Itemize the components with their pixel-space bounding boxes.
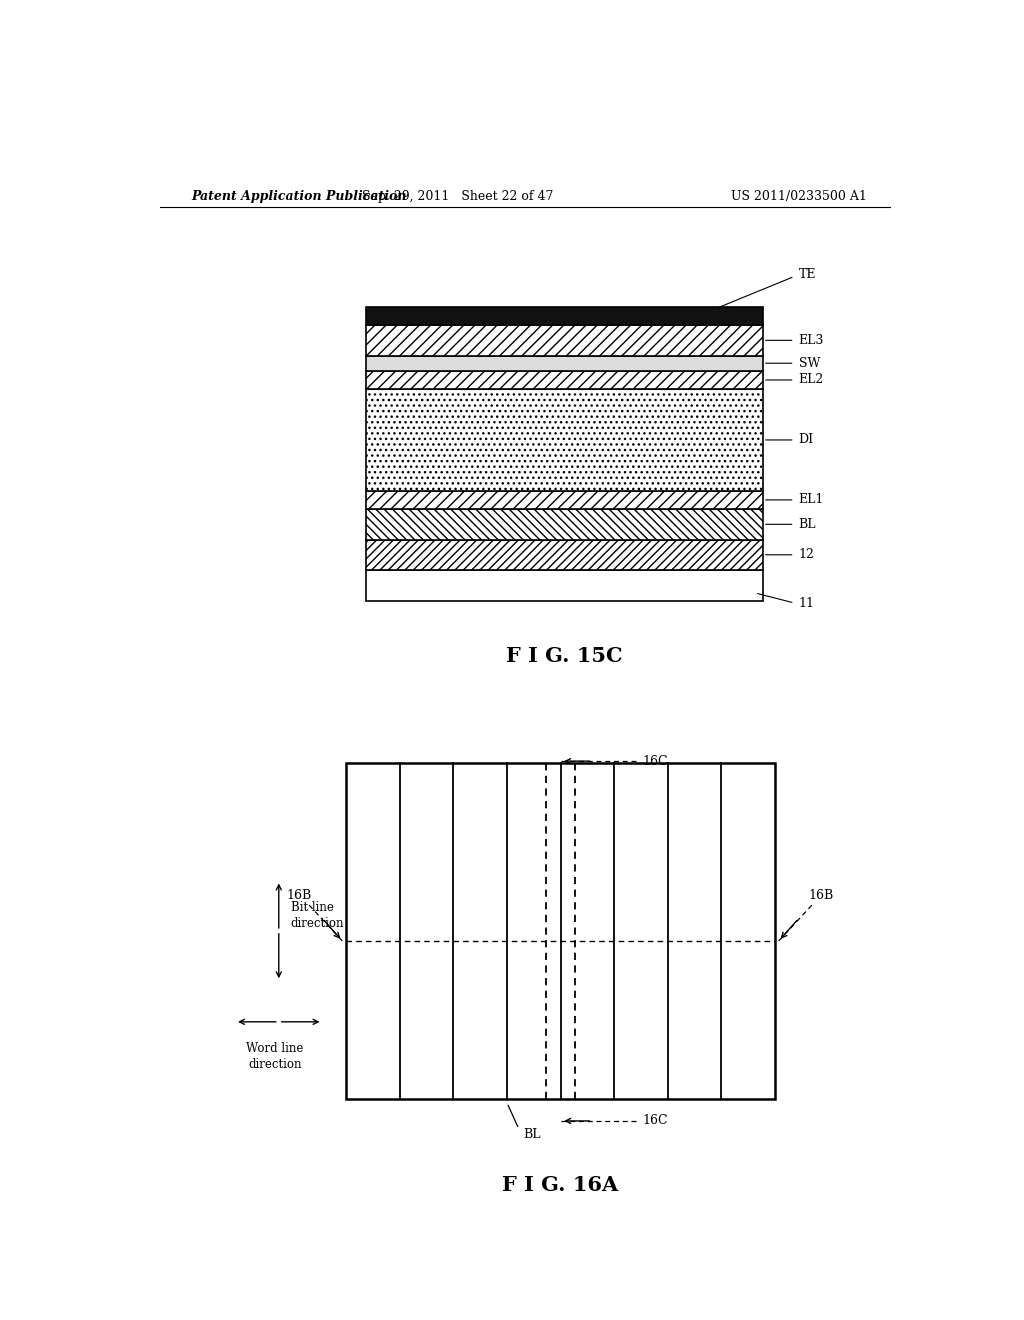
Text: F I G. 16A: F I G. 16A [503,1175,618,1195]
Text: DI: DI [799,433,814,446]
Text: BL: BL [799,517,816,531]
Text: Patent Application Publication: Patent Application Publication [191,190,407,202]
Bar [367,325,763,355]
Bar [367,510,763,540]
Bar [367,371,763,389]
Text: 16B: 16B [286,890,311,903]
Text: TE: TE [799,268,816,281]
Bar [367,306,763,325]
Text: Word line
direction: Word line direction [246,1043,303,1071]
Bar [367,491,763,510]
Bar [346,763,775,1098]
Bar [367,355,763,371]
Text: 16C: 16C [642,1114,668,1127]
Text: US 2011/0233500 A1: US 2011/0233500 A1 [731,190,867,202]
Text: 16C: 16C [642,755,668,768]
Text: 11: 11 [799,597,815,610]
Text: EL3: EL3 [799,334,824,347]
Text: EL2: EL2 [799,374,824,387]
Bar [367,540,763,570]
Text: Sep. 29, 2011   Sheet 22 of 47: Sep. 29, 2011 Sheet 22 of 47 [361,190,553,202]
Text: Bit line
direction: Bit line direction [291,902,344,931]
Text: SW: SW [799,356,820,370]
Text: 12: 12 [799,548,814,561]
Text: 16B: 16B [808,890,834,903]
Text: F I G. 15C: F I G. 15C [506,647,623,667]
Bar [367,570,763,601]
Text: BL: BL [523,1127,541,1140]
Bar [367,389,763,491]
Text: EL1: EL1 [799,494,824,507]
